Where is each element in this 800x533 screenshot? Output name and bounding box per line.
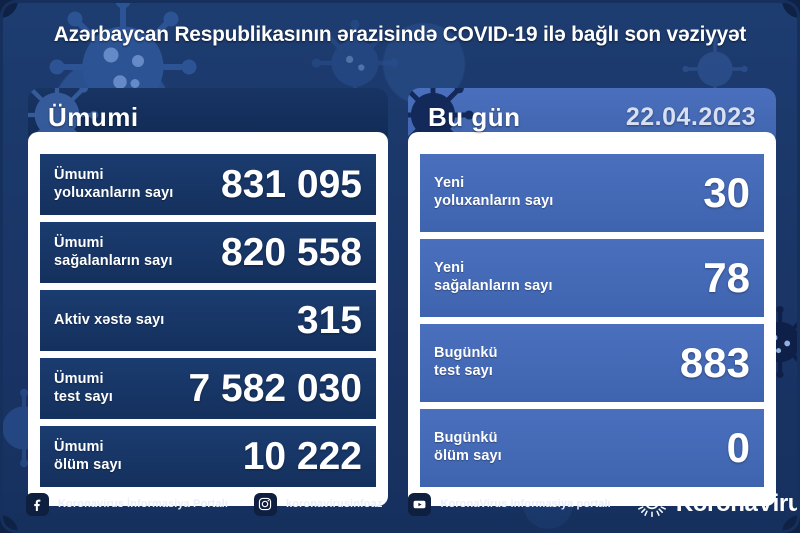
stat-label-line2: test sayı	[54, 388, 113, 405]
stat-value: 7 582 030	[188, 367, 362, 410]
table-row: Bugünkü test sayı 883	[420, 324, 764, 402]
stat-label-line2: test sayı	[434, 363, 493, 379]
youtube-icon	[408, 492, 432, 516]
facebook-icon	[26, 492, 49, 516]
stat-value: 30	[703, 169, 750, 216]
table-row: Bugünkü ölüm sayı 0	[420, 409, 764, 487]
table-row: Aktiv xəstə sayı 315	[40, 290, 376, 351]
stat-label: Yeni sağalanların sayı	[434, 260, 553, 295]
table-row: Ümumi ölüm sayı 10 222	[40, 426, 376, 487]
stat-label-line2: sağalanların sayı	[54, 252, 173, 269]
stat-label-line2: yoluxanların sayı	[54, 184, 174, 201]
stat-label: Ümumi ölüm sayı	[54, 439, 122, 474]
table-row: Ümumi sağalanların sayı 820 558	[40, 222, 376, 283]
panel-total: Ümumi Ümumi yoluxanların sayı 831 095 Üm…	[28, 88, 388, 506]
stat-label: Bugünkü ölüm sayı	[434, 430, 502, 465]
stat-value: 0	[726, 424, 750, 471]
panel-today-card: Yeni yoluxanların sayı 30 Yeni sağalanla…	[408, 132, 776, 506]
footer: Koronavirus İnformasiya Portalı koronavi…	[0, 475, 800, 533]
stat-value: 78	[703, 254, 750, 301]
panel-today: Bu gün 22.04.2023 Yeni yoluxanların sayı…	[408, 88, 776, 506]
social-link-youtube[interactable]: KoronaVirus informasiya portalı	[408, 492, 611, 516]
stat-label-line1: Aktiv xəstə sayı	[54, 311, 165, 328]
stat-value: 10 222	[242, 435, 362, 478]
stat-label-line1: Yeni	[434, 260, 465, 277]
stat-label-line1: Ümumi	[54, 166, 104, 183]
stat-label: Yeni yoluxanların sayı	[434, 175, 553, 210]
stat-value: 831 095	[221, 163, 362, 206]
stat-value: 820 558	[221, 231, 362, 274]
social-label-instagram: koronavirusinfoaz	[285, 498, 383, 510]
social-link-facebook[interactable]: Koronavirus İnformasiya Portalı	[26, 492, 228, 516]
table-row: Ümumi test sayı 7 582 030	[40, 358, 376, 419]
frame-corner	[782, 515, 800, 533]
page-title: Azərbaycan Respublikasının ərazisində CO…	[0, 22, 800, 47]
stat-label-line2: ölüm sayı	[54, 456, 122, 473]
stat-label-line1: Bugünkü	[434, 345, 498, 362]
social-label-facebook: Koronavirus İnformasiya Portalı	[58, 498, 228, 510]
panel-today-title: Bu gün	[428, 101, 521, 132]
stat-label-line1: Ümumi	[54, 234, 104, 251]
page-title-text: Azərbaycan Respublikasının ərazisində CO…	[53, 22, 747, 46]
stat-label-line1: Ümumi	[54, 438, 104, 455]
stat-value: 315	[296, 299, 362, 342]
stat-label-line1: Ümumi	[54, 370, 104, 387]
report-date: 22.04.2023	[625, 102, 756, 131]
stat-label: Ümumi sağalanların sayı	[54, 235, 173, 270]
brand-logo[interactable]: KoronaVirus info	[636, 486, 800, 522]
brand-name: KoronaVirus	[675, 490, 800, 517]
virus-sunburst-icon	[636, 486, 667, 522]
social-link-instagram[interactable]: koronavirusinfoaz	[253, 492, 383, 516]
social-label-youtube: KoronaVirus informasiya portalı	[440, 498, 611, 510]
stat-label-line1: Bugünkü	[434, 430, 498, 447]
table-row: Ümumi yoluxanların sayı 831 095	[40, 154, 376, 215]
stat-label: Bugünkü test sayı	[434, 345, 498, 380]
stat-label: Ümumi yoluxanların sayı	[54, 167, 173, 202]
stat-label-line2: sağalanların sayı	[434, 278, 553, 294]
panel-total-title: Ümumi	[48, 101, 139, 132]
frame-corner	[0, 0, 18, 18]
instagram-icon	[253, 492, 277, 516]
stat-label-line2: yoluxanların sayı	[434, 193, 554, 209]
stat-value: 883	[679, 339, 750, 386]
frame-corner	[782, 0, 800, 18]
stat-label: Ümumi test sayı	[54, 371, 113, 406]
stat-label: Aktiv xəstə sayı	[54, 312, 164, 330]
table-row: Yeni sağalanların sayı 78	[420, 239, 764, 317]
panel-total-card: Ümumi yoluxanların sayı 831 095 Ümumi sa…	[28, 132, 388, 506]
table-row: Yeni yoluxanların sayı 30	[420, 154, 764, 232]
stat-label-line1: Yeni	[434, 175, 465, 192]
stat-label-line2: ölüm sayı	[434, 448, 502, 464]
